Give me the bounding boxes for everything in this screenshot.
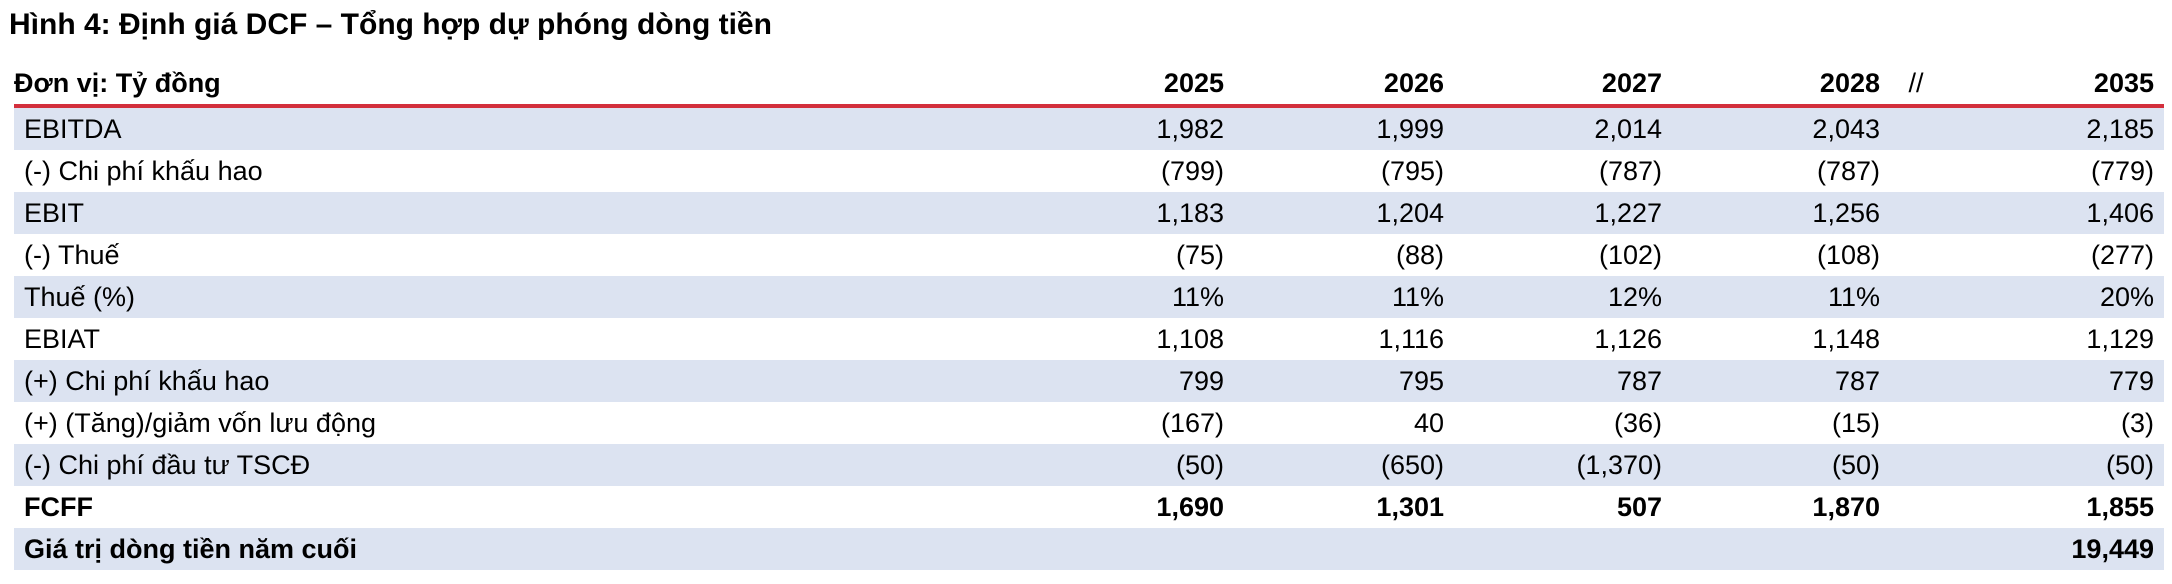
- cell-value: 1,116: [1378, 323, 1444, 354]
- year-header: 2035: [1942, 62, 2164, 108]
- cell-value: 1,690: [1156, 491, 1224, 522]
- cell-value: 11%: [1024, 276, 1234, 318]
- row-label: (-) Chi phí đầu tư TSCĐ: [14, 444, 1024, 486]
- cell-value: 1,999: [1234, 106, 1454, 150]
- cell-value: 1,204: [1234, 192, 1454, 234]
- row-label: EBIT: [14, 192, 1024, 234]
- gap-cell: [1890, 234, 1942, 276]
- cell-value: 20%: [1942, 276, 2164, 318]
- cell-value: (795): [1380, 155, 1444, 186]
- cell-value: 11%: [1672, 276, 1890, 318]
- row-label: (+) Chi phí khấu hao: [14, 360, 1024, 402]
- cell-value: (88): [1395, 239, 1444, 270]
- gap-cell: [1890, 318, 1942, 360]
- cell-value: [1024, 528, 1234, 570]
- cell-value: 799: [1024, 360, 1234, 402]
- gap-cell: [1890, 360, 1942, 402]
- cell-value: (36): [1613, 407, 1662, 438]
- cell-value: 1,129: [2086, 323, 2154, 354]
- table-row: (-) Thuế (75) (88) (102) (108) (277): [14, 234, 2164, 276]
- cell-value: (167): [1160, 407, 1224, 438]
- cell-value: (75): [1175, 239, 1224, 270]
- cell-value: (787): [1598, 155, 1662, 186]
- gap-cell: [1890, 402, 1942, 444]
- cell-value: (799): [1160, 155, 1224, 186]
- cell-value: 1,982: [1024, 106, 1234, 150]
- gap-cell: [1890, 106, 1942, 150]
- row-label: FCFF: [24, 491, 93, 522]
- gap-cell: [1890, 444, 1942, 486]
- cell-value: [1454, 528, 1672, 570]
- gap-cell: [1890, 486, 1942, 528]
- table-row: (-) Chi phí đầu tư TSCĐ (50) (650) (1,37…: [14, 444, 2164, 486]
- table-row: (+) (Tăng)/giảm vốn lưu động (167) 40 (3…: [14, 402, 2164, 444]
- table-header-row: Đơn vị: Tỷ đồng 2025 2026 2027 2028 // 2…: [14, 62, 2164, 108]
- row-label: (+) (Tăng)/giảm vốn lưu động: [24, 407, 376, 438]
- cell-value: 11%: [1234, 276, 1454, 318]
- table-row: (-) Chi phí khấu hao (799) (795) (787) (…: [14, 150, 2164, 192]
- cell-value: 1,227: [1454, 192, 1672, 234]
- cell-value: (277): [2090, 239, 2154, 270]
- gap-cell: [1890, 528, 1942, 570]
- table-row: FCFF 1,690 1,301 507 1,870 1,855: [14, 486, 2164, 528]
- cell-value: 2,014: [1454, 106, 1672, 150]
- dcf-table: Đơn vị: Tỷ đồng 2025 2026 2027 2028 // 2…: [14, 62, 2164, 570]
- cell-value: (50): [1942, 444, 2164, 486]
- year-gap-marker: //: [1890, 62, 1942, 108]
- table-row: Thuế (%) 11% 11% 12% 11% 20%: [14, 276, 2164, 318]
- cell-value: 1,126: [1594, 323, 1662, 354]
- cell-value: 787: [1454, 360, 1672, 402]
- cell-value: 1,870: [1812, 491, 1880, 522]
- cell-value: (15): [1831, 407, 1880, 438]
- figure-title: Hình 4: Định giá DCF – Tổng hợp dự phóng…: [9, 8, 772, 41]
- cell-value: 1,148: [1812, 323, 1880, 354]
- year-header: 2027: [1454, 62, 1672, 108]
- cell-value: 1,301: [1376, 491, 1444, 522]
- cell-value: [1672, 528, 1890, 570]
- table-row: EBIAT 1,108 1,116 1,126 1,148 1,129: [14, 318, 2164, 360]
- cell-value: 507: [1616, 491, 1662, 522]
- cell-value: 795: [1234, 360, 1454, 402]
- cell-value: 779: [1942, 360, 2164, 402]
- row-label: (-) Thuế: [24, 239, 120, 270]
- year-header: 2025: [1024, 62, 1234, 108]
- cell-value: 1,855: [2086, 491, 2154, 522]
- cell-value: 19,449: [1942, 528, 2164, 570]
- table-row: (+) Chi phí khấu hao 799 795 787 787 779: [14, 360, 2164, 402]
- cell-value: (108): [1816, 239, 1880, 270]
- cell-value: 1,406: [1942, 192, 2164, 234]
- gap-cell: [1890, 276, 1942, 318]
- cell-value: (50): [1672, 444, 1890, 486]
- row-label: Giá trị dòng tiền năm cuối: [14, 528, 1024, 570]
- cell-value: 1,108: [1156, 323, 1224, 354]
- cell-value: 40: [1413, 407, 1444, 438]
- table-row: EBIT 1,183 1,204 1,227 1,256 1,406: [14, 192, 2164, 234]
- gap-cell: [1890, 192, 1942, 234]
- cell-value: (650): [1234, 444, 1454, 486]
- row-label: Thuế (%): [14, 276, 1024, 318]
- cell-value: (102): [1598, 239, 1662, 270]
- row-label: EBITDA: [14, 106, 1024, 150]
- gap-cell: [1890, 150, 1942, 192]
- cell-value: (1,370): [1454, 444, 1672, 486]
- cell-value: 787: [1672, 360, 1890, 402]
- cell-value: [1234, 528, 1454, 570]
- row-label: (-) Chi phí khấu hao: [24, 155, 263, 186]
- cell-value: (779): [2090, 155, 2154, 186]
- unit-label: Đơn vị: Tỷ đồng: [14, 62, 1024, 108]
- cell-value: (787): [1816, 155, 1880, 186]
- cell-value: 12%: [1454, 276, 1672, 318]
- cell-value: 1,183: [1024, 192, 1234, 234]
- cell-value: (3): [2121, 407, 2154, 438]
- cell-value: 2,185: [1942, 106, 2164, 150]
- table-row: EBITDA 1,982 1,999 2,014 2,043 2,185: [14, 106, 2164, 150]
- row-label: EBIAT: [24, 323, 101, 354]
- year-header: 2026: [1234, 62, 1454, 108]
- cell-value: 2,043: [1672, 106, 1890, 150]
- cell-value: (50): [1024, 444, 1234, 486]
- table-row: Giá trị dòng tiền năm cuối 19,449: [14, 528, 2164, 570]
- year-header: 2028: [1672, 62, 1890, 108]
- cell-value: 1,256: [1672, 192, 1890, 234]
